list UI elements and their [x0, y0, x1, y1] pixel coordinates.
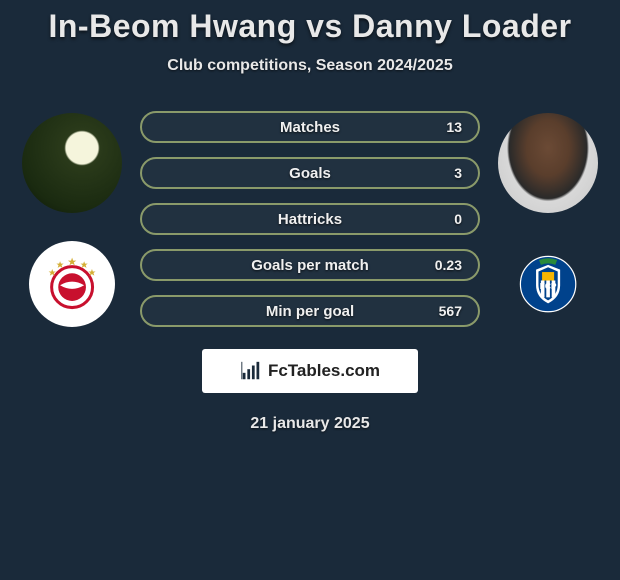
stat-value-right: 0 — [454, 211, 462, 227]
comparison-card: In-Beom Hwang vs Danny Loader Club compe… — [0, 0, 620, 433]
stat-label: Goals per match — [160, 257, 460, 274]
stat-row-goals: Goals 3 — [140, 157, 480, 189]
right-column: FCP — [498, 105, 598, 327]
fc-porto-crest-icon: FCP — [518, 254, 578, 314]
player-avatar-left — [22, 113, 122, 213]
brand-text: FcTables.com — [268, 361, 380, 381]
olympiacos-crest-icon — [42, 254, 102, 314]
main-row: Matches 13 Goals 3 Hattricks 0 Goals per… — [0, 105, 620, 327]
stat-row-goals-per-match: Goals per match 0.23 — [140, 249, 480, 281]
club-badge-right: FCP — [505, 241, 591, 327]
stats-column: Matches 13 Goals 3 Hattricks 0 Goals per… — [140, 105, 480, 327]
date-line: 21 january 2025 — [0, 415, 620, 433]
stat-row-matches: Matches 13 — [140, 111, 480, 143]
stat-value-right: 0.23 — [435, 257, 462, 273]
stat-row-hattricks: Hattricks 0 — [140, 203, 480, 235]
page-title: In-Beom Hwang vs Danny Loader — [0, 8, 620, 45]
stat-label: Matches — [160, 119, 460, 136]
stat-value-right: 567 — [439, 303, 462, 319]
stat-label: Goals — [160, 165, 460, 182]
stat-label: Min per goal — [160, 303, 460, 320]
stat-value-right: 3 — [454, 165, 462, 181]
club-badge-left — [29, 241, 115, 327]
stat-row-min-per-goal: Min per goal 567 — [140, 295, 480, 327]
left-column — [22, 105, 122, 327]
bar-chart-icon — [240, 360, 262, 382]
subtitle: Club competitions, Season 2024/2025 — [0, 57, 620, 75]
player-avatar-right — [498, 113, 598, 213]
stat-label: Hattricks — [160, 211, 460, 228]
svg-text:FCP: FCP — [540, 281, 557, 291]
stat-value-right: 13 — [446, 119, 462, 135]
brand-badge[interactable]: FcTables.com — [202, 349, 418, 393]
